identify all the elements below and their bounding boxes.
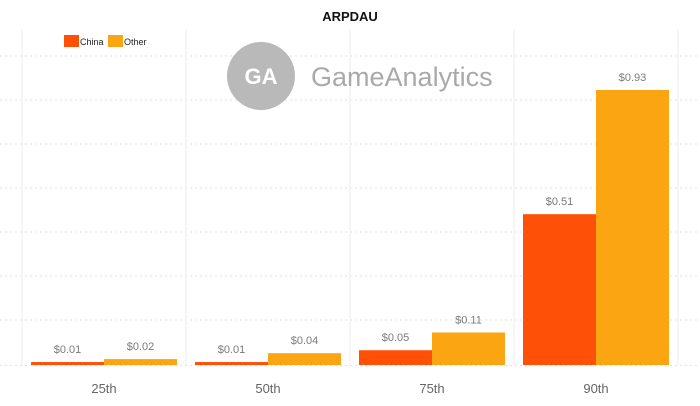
- bar-china-75th: [359, 350, 432, 365]
- data-label-other-25th: $0.02: [127, 341, 155, 353]
- data-labels: $0.01 $0.02 $0.01 $0.04 $0.05 $0.11 $0.51 $0.93: [54, 72, 647, 356]
- chart-title: ARPDAU: [322, 9, 378, 24]
- data-label-china-75th: $0.05: [382, 332, 410, 344]
- bar-china-50th: [195, 362, 268, 365]
- ga-logo-icon: [227, 42, 295, 110]
- x-tick-label-50th: 50th: [255, 381, 280, 396]
- x-tick-label-25th: 25th: [91, 381, 116, 396]
- bars: [31, 90, 669, 365]
- legend-label-other: Other: [124, 37, 147, 47]
- legend-swatch-china: [64, 35, 79, 47]
- legend: China Other: [64, 35, 147, 47]
- bar-china-90th: [523, 214, 596, 365]
- data-label-china-25th: $0.01: [54, 344, 82, 356]
- x-axis-ticks: 25th 50th 75th 90th: [91, 381, 608, 396]
- data-label-other-90th: $0.93: [619, 72, 647, 84]
- data-label-china-50th: $0.01: [218, 344, 246, 356]
- bar-other-90th: [596, 90, 669, 365]
- legend-swatch-other: [108, 35, 123, 47]
- data-label-other-50th: $0.04: [291, 335, 319, 347]
- legend-label-china: China: [80, 37, 104, 47]
- grid: [0, 30, 700, 366]
- bar-other-50th: [268, 353, 341, 365]
- x-tick-label-90th: 90th: [583, 381, 608, 396]
- bar-other-25th: [104, 359, 177, 365]
- data-label-china-90th: $0.51: [546, 196, 574, 208]
- bar-china-25th: [31, 362, 104, 365]
- bar-other-75th: [432, 332, 505, 365]
- x-tick-label-75th: 75th: [419, 381, 444, 396]
- ga-logo-letters: GA: [245, 64, 278, 89]
- data-label-other-75th: $0.11: [455, 314, 482, 326]
- gameanalytics-logo: GA GameAnalytics: [227, 42, 493, 110]
- watermark-brand: GameAnalytics: [311, 62, 493, 92]
